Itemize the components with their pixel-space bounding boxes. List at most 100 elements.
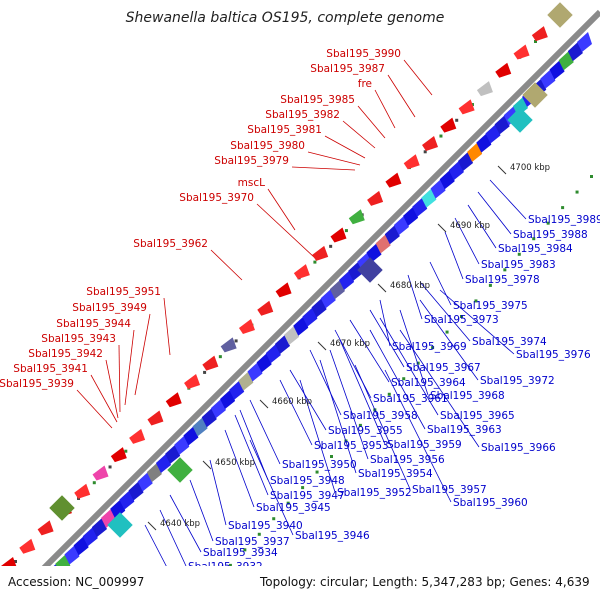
reverse-leader-line — [369, 309, 405, 368]
reverse-gene-label: Sbal195_3948 — [270, 475, 345, 487]
tick-mark — [317, 341, 327, 351]
reverse-leader-line — [379, 317, 439, 416]
reverse-leader-line — [379, 299, 391, 347]
gc-dot — [503, 268, 507, 272]
genome-summary-text: Topology: circular; Length: 5,347,283 bp… — [259, 575, 590, 589]
forward-gene-label: Sbal195_3941 — [13, 363, 88, 375]
reverse-leader-line — [224, 429, 255, 508]
gc-dot — [234, 339, 238, 343]
reverse-gene-label: Sbal195_3984 — [498, 243, 573, 255]
tick-label: 4650 kbp — [215, 458, 255, 468]
gc-dot — [108, 465, 112, 469]
reverse-leader-line — [467, 204, 497, 249]
gc-dot — [257, 532, 261, 536]
gc-dot — [455, 118, 459, 122]
forward-gene — [293, 264, 310, 280]
reverse-gene-label: Sbal195_3969 — [392, 341, 467, 353]
reverse-gene-label: Sbal195_3952 — [337, 487, 412, 499]
gc-dot — [218, 355, 222, 359]
reverse-gene-label: Sbal195_3973 — [424, 314, 499, 326]
forward-gene — [440, 117, 457, 133]
reverse-leader-line — [239, 409, 269, 481]
gc-dot — [124, 449, 128, 453]
large-gene-block — [507, 107, 533, 133]
tick-mark — [437, 223, 447, 233]
large-gene-block — [167, 457, 193, 483]
forward-gene-label: Sbal195_3970 — [179, 192, 254, 204]
forward-leader-line — [342, 120, 376, 149]
reverse-leader-line — [249, 439, 294, 536]
forward-gene-label: Sbal195_3951 — [86, 286, 161, 298]
forward-leader-line — [403, 59, 433, 96]
reverse-gene-label: Sbal195_3947 — [270, 490, 345, 502]
reverse-gene-label: Sbal195_3963 — [427, 424, 502, 436]
tick-mark — [377, 283, 387, 293]
forward-gene — [476, 81, 493, 97]
reverse-gene-label: Sbal195_3966 — [481, 442, 556, 454]
gc-dot — [445, 330, 449, 334]
tick-mark — [259, 399, 269, 409]
forward-gene-label: Sbal195_3979 — [214, 155, 289, 167]
reverse-gene-label: Sbal195_3983 — [481, 259, 556, 271]
gc-dot — [243, 548, 247, 552]
reverse-leader-line — [477, 191, 512, 235]
gc-dot — [228, 563, 232, 567]
genome-backbone — [9, 9, 600, 600]
large-gene-block — [357, 257, 383, 283]
forward-gene — [74, 483, 91, 499]
gc-dot — [431, 346, 435, 350]
forward-gene-label: Sbal195_3981 — [247, 124, 322, 136]
forward-gene — [403, 154, 420, 170]
tick-label: 4640 kbp — [160, 519, 200, 529]
reverse-leader-line — [489, 179, 527, 220]
reverse-leader-line — [189, 479, 214, 542]
gc-dot — [272, 517, 276, 521]
reverse-gene-label: Sbal195_3961 — [373, 393, 448, 405]
forward-gene-label: Sbal195_3944 — [56, 318, 131, 330]
reverse-leader-line — [419, 299, 479, 381]
reverse-leader-line — [349, 319, 390, 383]
accession-text: Accession: NC_009997 — [8, 575, 144, 589]
forward-gene — [238, 319, 255, 335]
gc-dot — [329, 244, 333, 248]
gc-dot — [92, 481, 96, 485]
tick-label: 4670 kbp — [330, 339, 370, 349]
forward-gene-label: Sbal195_3949 — [72, 302, 147, 314]
reverse-gene-label: Sbal195_3974 — [472, 336, 547, 348]
forward-leader-line — [118, 344, 121, 413]
reverse-leader-line — [309, 349, 342, 416]
forward-leader-line — [307, 151, 361, 166]
forward-gene — [312, 245, 329, 261]
forward-leader-line — [90, 374, 118, 423]
tick-label: 4700 kbp — [510, 163, 550, 173]
reverse-gene — [577, 32, 592, 52]
reverse-gene-label: Sbal195_3976 — [516, 349, 591, 361]
gc-dot — [532, 237, 536, 241]
forward-leader-line — [105, 359, 119, 419]
reverse-leader-line — [319, 359, 357, 474]
gc-dot — [474, 299, 478, 303]
forward-leader-line — [256, 203, 316, 259]
gc-dot — [439, 134, 443, 138]
tick-mark — [497, 165, 507, 175]
forward-leader-line — [324, 135, 366, 159]
reverse-leader-line — [209, 459, 227, 526]
forward-gene-label: Sbal195_3980 — [230, 140, 305, 152]
forward-gene — [367, 190, 384, 206]
gc-dot — [561, 206, 565, 210]
forward-leader-line — [210, 249, 243, 281]
gc-dot — [313, 260, 317, 264]
gc-dot — [416, 361, 420, 365]
forward-gene — [220, 337, 237, 353]
gc-dot — [423, 150, 427, 154]
reverse-leader-line — [369, 329, 426, 430]
gc-dot — [590, 175, 593, 178]
tick-mark — [147, 521, 157, 531]
map-title: Shewanella baltica OS195, complete genom… — [126, 10, 445, 26]
reverse-gene-label: Sbal195_3988 — [513, 229, 588, 241]
reverse-leader-line — [339, 339, 386, 445]
reverse-leader-line — [407, 274, 423, 320]
forward-gene-label: Sbal195_3942 — [28, 348, 103, 360]
forward-gene — [330, 227, 347, 243]
forward-leader-line — [387, 74, 416, 118]
